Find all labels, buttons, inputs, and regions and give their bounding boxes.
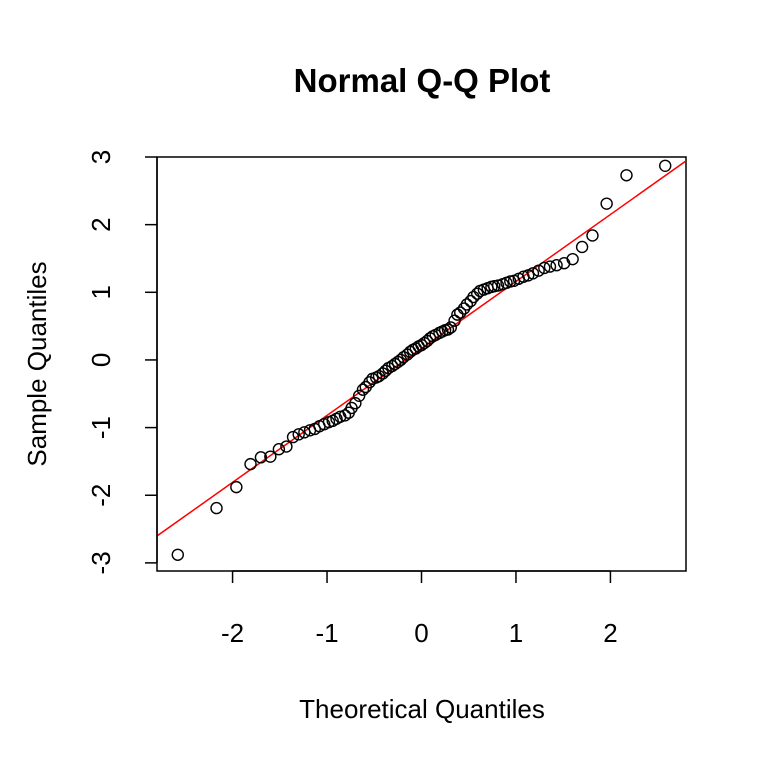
data-point	[620, 169, 633, 182]
data-point	[244, 457, 257, 471]
y-axis: -3 -2 -1 0 1 2 3	[86, 150, 158, 574]
data-point	[272, 443, 286, 456]
x-axis: -2 -1 0 1 2	[221, 570, 618, 648]
data-point	[349, 397, 362, 410]
y-tick-label: -1	[86, 416, 116, 439]
x-axis-label: Theoretical Quantiles	[299, 694, 545, 724]
y-tick-label: 3	[86, 150, 116, 164]
data-point	[454, 306, 467, 319]
data-point	[230, 480, 243, 494]
y-axis-label: Sample Quantiles	[22, 261, 52, 466]
y-tick-label: 2	[86, 217, 116, 231]
data-point	[538, 261, 551, 275]
data-point	[532, 264, 545, 277]
data-point	[550, 259, 563, 272]
x-tick-label: -2	[221, 618, 244, 648]
data-point	[444, 321, 457, 334]
data-point	[659, 159, 672, 172]
x-tick-label: 0	[414, 618, 428, 648]
data-point	[254, 451, 268, 464]
data-point	[286, 430, 300, 444]
data-point	[171, 548, 184, 561]
data-point	[575, 240, 589, 254]
data-point	[441, 323, 455, 336]
plot-frame	[156, 156, 687, 572]
data-point	[448, 314, 461, 327]
data-point	[352, 389, 366, 402]
y-tick-label: -2	[86, 484, 116, 507]
data-point	[526, 267, 540, 280]
data-point	[586, 229, 599, 242]
data-point	[338, 409, 352, 422]
x-tick-label: 1	[509, 618, 523, 648]
chart-title: Normal Q-Q Plot	[294, 62, 551, 99]
y-tick-label: 1	[86, 285, 116, 299]
data-point	[210, 501, 223, 515]
data-point	[566, 252, 579, 266]
data-point	[292, 428, 305, 441]
data-point	[491, 279, 505, 292]
y-tick-label: 0	[86, 353, 116, 367]
plot-area	[157, 159, 686, 561]
data-point	[600, 197, 613, 210]
x-tick-label: 2	[603, 618, 617, 648]
data-point	[543, 260, 557, 273]
x-tick-label: -1	[315, 618, 338, 648]
y-tick-label: -3	[86, 551, 116, 574]
data-point	[280, 440, 293, 453]
data-point	[264, 450, 277, 463]
data-point	[356, 383, 370, 396]
data-point	[460, 298, 474, 311]
data-point	[471, 287, 484, 300]
